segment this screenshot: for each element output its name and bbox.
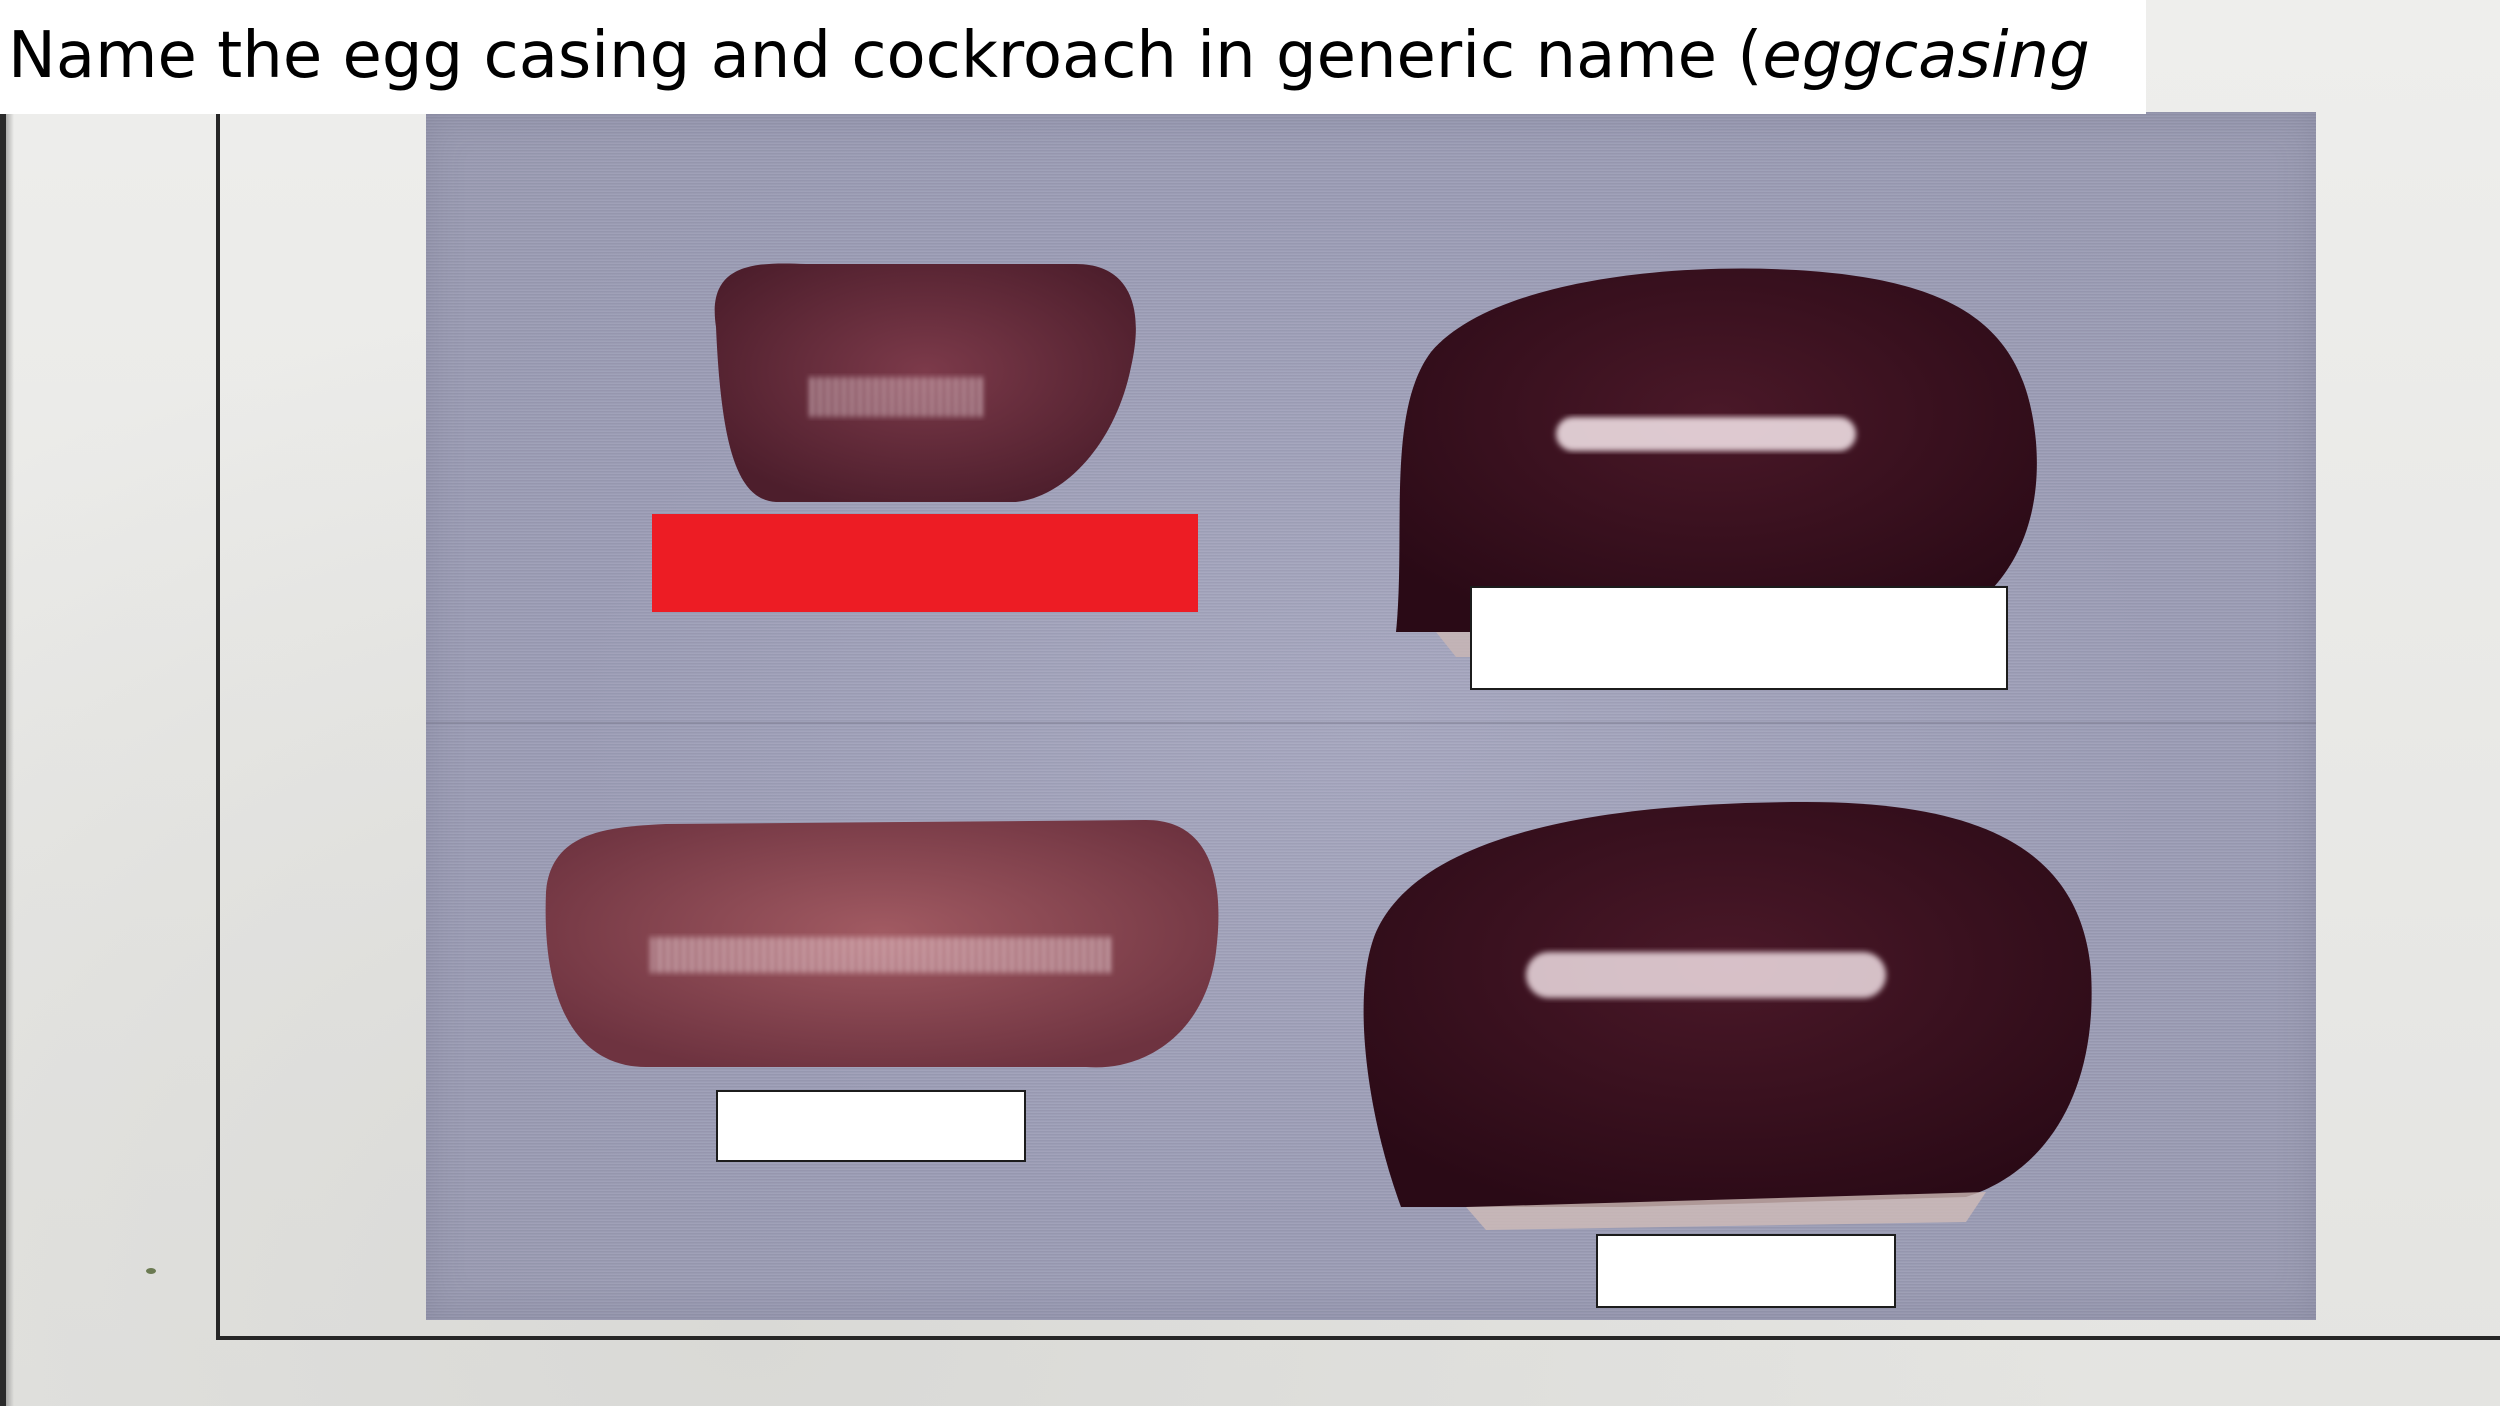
answer-box-top-left[interactable] (652, 514, 1198, 612)
title-bar: Name the egg casing and cockroach in gen… (0, 0, 2146, 114)
egg-casing-large-bottom-right (1363, 802, 2092, 1230)
question-title-italic: eggcasing (1762, 19, 2090, 93)
answer-box-bottom-right[interactable] (1596, 1234, 1896, 1308)
egg-casing-long-bottom-left (545, 820, 1219, 1068)
page-margin-line (0, 0, 6, 1406)
answer-box-top-right[interactable] (1470, 586, 2008, 690)
answer-box-bottom-left[interactable] (716, 1090, 1026, 1162)
worksheet-frame (216, 80, 2500, 1340)
ink-dot (146, 1268, 156, 1274)
question-title: Name the egg casing and cockroach in gen… (8, 10, 2090, 102)
question-title-text: Name the egg casing and cockroach in gen… (8, 19, 1763, 93)
egg-casing-small-top-left (714, 263, 1136, 502)
photo-seam (426, 722, 2316, 724)
specimen-photo (426, 112, 2316, 1320)
specimen-drawing (545, 263, 2092, 1230)
